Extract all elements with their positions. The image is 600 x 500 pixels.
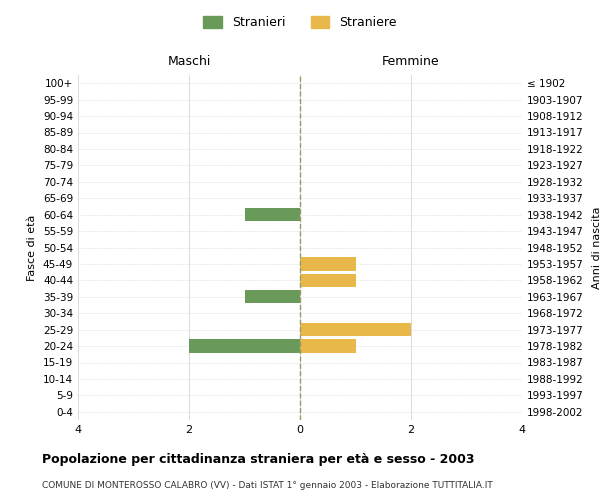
Y-axis label: Fasce di età: Fasce di età <box>28 214 37 280</box>
Y-axis label: Anni di nascita: Anni di nascita <box>592 206 600 289</box>
Bar <box>245 290 300 304</box>
Bar <box>300 274 355 287</box>
Text: COMUNE DI MONTEROSSO CALABRO (VV) - Dati ISTAT 1° gennaio 2003 - Elaborazione TU: COMUNE DI MONTEROSSO CALABRO (VV) - Dati… <box>42 480 493 490</box>
Bar <box>300 340 355 352</box>
Text: Popolazione per cittadinanza straniera per età e sesso - 2003: Popolazione per cittadinanza straniera p… <box>42 452 475 466</box>
Bar <box>245 208 300 221</box>
Text: Maschi: Maschi <box>167 55 211 68</box>
Legend: Stranieri, Straniere: Stranieri, Straniere <box>198 11 402 34</box>
Bar <box>300 323 411 336</box>
Bar <box>300 258 355 270</box>
Text: Femmine: Femmine <box>382 55 440 68</box>
Bar <box>189 340 300 352</box>
